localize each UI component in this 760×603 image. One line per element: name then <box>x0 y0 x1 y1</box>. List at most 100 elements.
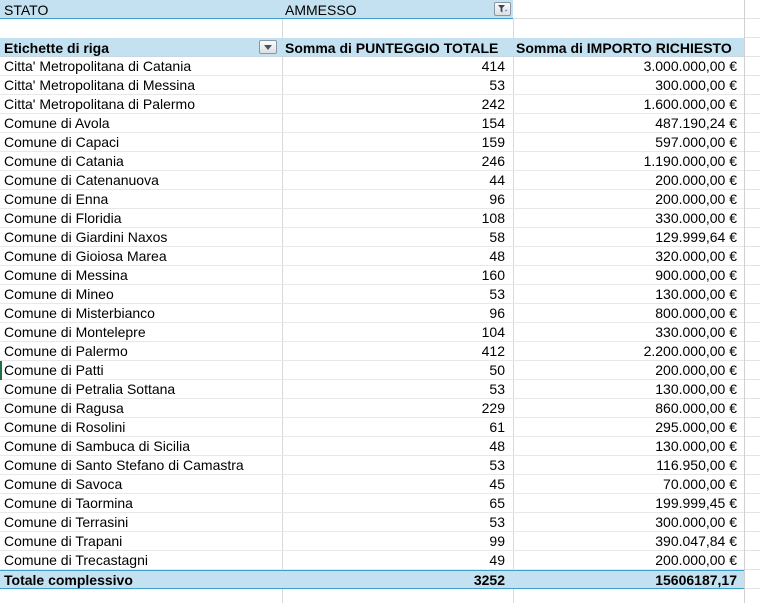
row-importo-cell[interactable]: 300.000,00 € <box>655 77 737 93</box>
row-importo-cell[interactable]: 300.000,00 € <box>655 514 737 530</box>
row-label-cell[interactable]: Comune di Petralia Sottana <box>4 381 176 397</box>
row-label-cell[interactable]: Comune di Palermo <box>4 343 128 359</box>
row-punteggio-cell[interactable]: 99 <box>489 533 505 549</box>
row-importo-cell[interactable]: 390.047,84 € <box>655 533 737 549</box>
row-punteggio-cell[interactable]: 45 <box>489 476 505 492</box>
row-punteggio-cell[interactable]: 412 <box>481 343 505 359</box>
row-label-cell[interactable]: Comune di Catania <box>4 153 124 169</box>
row-importo-cell[interactable]: 295.000,00 € <box>655 419 737 435</box>
row-punteggio-cell[interactable]: 50 <box>489 362 505 378</box>
row-label-cell[interactable]: Comune di Terrasini <box>4 514 129 530</box>
row-punteggio-cell[interactable]: 154 <box>481 115 505 131</box>
row-importo-cell[interactable]: 800.000,00 € <box>655 305 737 321</box>
row-importo-cell[interactable]: 200.000,00 € <box>655 362 737 378</box>
row-punteggio-cell[interactable]: 242 <box>481 96 505 112</box>
table-row[interactable]: Comune di Trecastagni 49 200.000,00 € <box>0 551 744 570</box>
row-punteggio-cell[interactable]: 53 <box>489 381 505 397</box>
row-importo-cell[interactable]: 70.000,00 € <box>663 476 737 492</box>
table-row[interactable]: Comune di Enna 96 200.000,00 € <box>0 190 744 209</box>
row-label-cell[interactable]: Comune di Catenanuova <box>4 172 159 188</box>
row-punteggio-cell[interactable]: 49 <box>489 552 505 568</box>
row-punteggio-cell[interactable]: 53 <box>489 77 505 93</box>
table-row[interactable]: Comune di Avola 154 487.190,24 € <box>0 114 744 133</box>
row-importo-cell[interactable]: 2.200.000,00 € <box>643 343 737 359</box>
table-row[interactable]: Comune di Gioiosa Marea 48 320.000,00 € <box>0 247 744 266</box>
row-punteggio-cell[interactable]: 108 <box>481 210 505 226</box>
table-row[interactable]: Comune di Montelepre 104 330.000,00 € <box>0 323 744 342</box>
row-label-cell[interactable]: Comune di Trapani <box>4 533 123 549</box>
row-label-cell[interactable]: Comune di Montelepre <box>4 324 146 340</box>
grand-total-row[interactable]: Totale complessivo 3252 15606187,17 <box>0 570 744 589</box>
row-label-cell[interactable]: Comune di Taormina <box>4 495 133 511</box>
table-row[interactable]: Comune di Savoca 45 70.000,00 € <box>0 475 744 494</box>
row-punteggio-cell[interactable]: 61 <box>489 419 505 435</box>
table-row[interactable]: Citta' Metropolitana di Messina 53 300.0… <box>0 76 744 95</box>
table-row[interactable]: Comune di Giardini Naxos 58 129.999,64 € <box>0 228 744 247</box>
row-labels-header[interactable]: Etichette di riga <box>0 38 282 57</box>
table-row[interactable]: Comune di Catania 246 1.190.000,00 € <box>0 152 744 171</box>
table-row[interactable]: Comune di Taormina 65 199.999,45 € <box>0 494 744 513</box>
importo-column-header[interactable]: Somma di IMPORTO RICHIESTO <box>516 40 732 56</box>
row-punteggio-cell[interactable]: 53 <box>489 457 505 473</box>
punteggio-column-header[interactable]: Somma di PUNTEGGIO TOTALE <box>285 40 499 56</box>
row-labels-filter-dropdown[interactable] <box>259 40 277 54</box>
row-label-cell[interactable]: Citta' Metropolitana di Catania <box>4 58 192 74</box>
row-importo-cell[interactable]: 900.000,00 € <box>655 267 737 283</box>
row-label-cell[interactable]: Comune di Santo Stefano di Camastra <box>4 457 244 473</box>
row-punteggio-cell[interactable]: 44 <box>489 172 505 188</box>
row-label-cell[interactable]: Comune di Ragusa <box>4 400 124 416</box>
row-punteggio-cell[interactable]: 229 <box>481 400 505 416</box>
table-row[interactable]: Comune di Terrasini 53 300.000,00 € <box>0 513 744 532</box>
row-importo-cell[interactable]: 130.000,00 € <box>655 286 737 302</box>
row-punteggio-cell[interactable]: 48 <box>489 438 505 454</box>
row-punteggio-cell[interactable]: 65 <box>489 495 505 511</box>
row-importo-cell[interactable]: 200.000,00 € <box>655 172 737 188</box>
row-punteggio-cell[interactable]: 246 <box>481 153 505 169</box>
table-row[interactable]: Comune di Santo Stefano di Camastra 53 1… <box>0 456 744 475</box>
row-importo-cell[interactable]: 487.190,24 € <box>655 115 737 131</box>
row-importo-cell[interactable]: 1.190.000,00 € <box>643 153 737 169</box>
table-row[interactable]: Comune di Rosolini 61 295.000,00 € <box>0 418 744 437</box>
row-punteggio-cell[interactable]: 104 <box>481 324 505 340</box>
row-label-cell[interactable]: Comune di Savoca <box>4 476 123 492</box>
table-row[interactable]: Comune di Capaci 159 597.000,00 € <box>0 133 744 152</box>
row-importo-cell[interactable]: 116.950,00 € <box>656 457 737 473</box>
row-label-cell[interactable]: Comune di Rosolini <box>4 419 126 435</box>
row-label-cell[interactable]: Comune di Trecastagni <box>4 552 148 568</box>
row-punteggio-cell[interactable]: 53 <box>489 514 505 530</box>
row-label-cell[interactable]: Comune di Avola <box>4 115 110 131</box>
row-importo-cell[interactable]: 130.000,00 € <box>655 381 737 397</box>
table-row[interactable]: Comune di Catenanuova 44 200.000,00 € <box>0 171 744 190</box>
row-importo-cell[interactable]: 129.999,64 € <box>655 229 737 245</box>
row-label-cell[interactable]: Citta' Metropolitana di Messina <box>4 77 195 93</box>
row-label-cell[interactable]: Comune di Sambuca di Sicilia <box>4 438 190 454</box>
row-label-cell[interactable]: Comune di Enna <box>4 191 109 207</box>
table-row[interactable]: Comune di Messina 160 900.000,00 € <box>0 266 744 285</box>
row-label-cell[interactable]: Comune di Gioiosa Marea <box>4 248 167 264</box>
table-row[interactable]: Comune di Misterbianco 96 800.000,00 € <box>0 304 744 323</box>
row-label-cell[interactable]: Comune di Messina <box>4 267 128 283</box>
row-label-cell[interactable]: Comune di Capaci <box>4 134 120 150</box>
row-importo-cell[interactable]: 1.600.000,00 € <box>643 96 737 112</box>
row-punteggio-cell[interactable]: 53 <box>489 286 505 302</box>
row-punteggio-cell[interactable]: 160 <box>481 267 505 283</box>
table-row[interactable]: Comune di Trapani 99 390.047,84 € <box>0 532 744 551</box>
row-importo-cell[interactable]: 330.000,00 € <box>655 210 737 226</box>
row-importo-cell[interactable]: 200.000,00 € <box>655 191 737 207</box>
row-label-cell[interactable]: Citta' Metropolitana di Palermo <box>4 96 195 112</box>
row-importo-cell[interactable]: 3.000.000,00 € <box>643 58 737 74</box>
row-importo-cell[interactable]: 597.000,00 € <box>655 134 737 150</box>
row-importo-cell[interactable]: 320.000,00 € <box>655 248 737 264</box>
table-row[interactable]: Comune di Mineo 53 130.000,00 € <box>0 285 744 304</box>
table-row[interactable]: Comune di Patti 50 200.000,00 € <box>0 361 744 380</box>
table-row[interactable]: Comune di Sambuca di Sicilia 48 130.000,… <box>0 437 744 456</box>
table-row[interactable]: Comune di Palermo 412 2.200.000,00 € <box>0 342 744 361</box>
row-importo-cell[interactable]: 330.000,00 € <box>655 324 737 340</box>
row-punteggio-cell[interactable]: 414 <box>481 58 505 74</box>
row-label-cell[interactable]: Comune di Mineo <box>4 286 114 302</box>
row-importo-cell[interactable]: 860.000,00 € <box>655 400 737 416</box>
row-punteggio-cell[interactable]: 58 <box>489 229 505 245</box>
row-importo-cell[interactable]: 130.000,00 € <box>655 438 737 454</box>
row-label-cell[interactable]: Comune di Floridia <box>4 210 122 226</box>
row-importo-cell[interactable]: 200.000,00 € <box>655 552 737 568</box>
